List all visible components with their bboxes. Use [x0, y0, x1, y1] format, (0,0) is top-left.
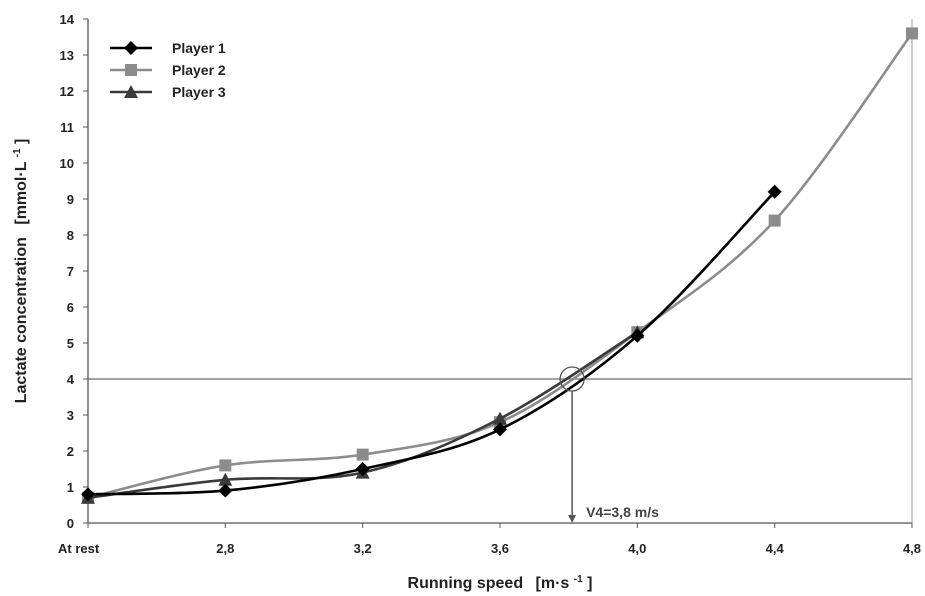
series-layer [81, 27, 918, 504]
legend-label: Player 3 [172, 84, 226, 100]
x-tick-label: 4,8 [903, 541, 921, 556]
data-point-diamond [630, 328, 645, 343]
v4-annotation: V4=3,8 m/s [586, 504, 659, 520]
data-point-triangle [493, 411, 507, 425]
data-point-diamond [81, 487, 95, 502]
y-tick-label: 12 [60, 84, 74, 99]
y-tick-label: 6 [67, 300, 74, 315]
data-point-diamond [493, 422, 507, 437]
y-tick-label: 7 [67, 264, 74, 279]
series-line [87, 190, 776, 496]
x-tick-label: At rest [58, 541, 100, 556]
y-tick-label: 9 [67, 192, 74, 207]
x-tick-label: 4,4 [766, 541, 785, 556]
x-axis-title: Running speed [m·s -1 ] [408, 569, 593, 592]
y-tick-label: 11 [60, 120, 74, 135]
series-player-2 [82, 27, 918, 504]
data-point-triangle [218, 472, 233, 486]
x-ticks: At rest 2,8 3,2 3,6 4,0 4,4 4,8 [58, 523, 921, 556]
legend-label: Player 2 [172, 62, 226, 78]
y-tick-label: 5 [67, 336, 74, 351]
y-tick-label: 8 [67, 228, 74, 243]
data-point-square [356, 448, 369, 461]
legend: Player 1 Player 2 Player 3 [110, 40, 226, 100]
x-tick-label: 2,8 [216, 541, 234, 556]
data-point-square [768, 214, 781, 227]
legend-item: Player 3 [110, 84, 226, 100]
y-tick-label: 1 [67, 480, 74, 495]
y-tick-label: 4 [67, 372, 75, 387]
y-tick-label: 0 [67, 516, 74, 531]
series-player-1 [81, 184, 782, 502]
y-tick-label: 2 [67, 444, 74, 459]
data-point-square [906, 27, 918, 40]
data-point-diamond [767, 184, 782, 199]
v4-arrowhead [568, 515, 577, 523]
data-point-diamond [218, 483, 233, 498]
data-point-square [219, 459, 232, 472]
legend-item: Player 2 [110, 62, 226, 78]
y-tick-label: 13 [60, 48, 74, 63]
y-axis-title: Lactate concentration [mmol·L -1 ] [7, 139, 30, 404]
legend-marker-square [125, 64, 137, 76]
y-tick-label: 14 [60, 12, 75, 27]
x-tick-label: 4,0 [628, 541, 646, 556]
y-tick-label: 3 [67, 408, 74, 423]
data-point-diamond [355, 462, 370, 476]
legend-marker-triangle [124, 85, 138, 98]
x-tick-label: 3,2 [354, 541, 372, 556]
y-tick-label: 10 [60, 156, 74, 171]
legend-marker-diamond [124, 41, 138, 55]
legend-label: Player 1 [172, 40, 226, 56]
x-tick-label: 3,6 [491, 541, 509, 556]
legend-item: Player 1 [110, 40, 226, 56]
